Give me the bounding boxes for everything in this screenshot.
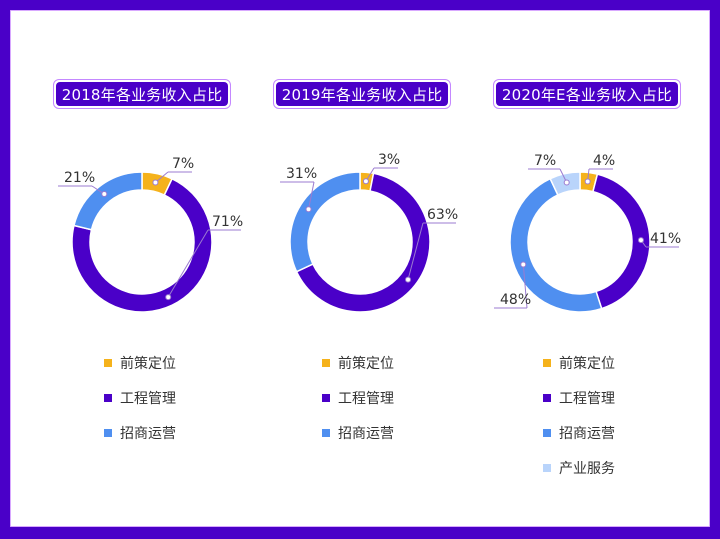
legend-label: 前策定位 — [559, 355, 615, 372]
label-anchor-dot — [362, 178, 369, 185]
data-label: 31% — [286, 166, 317, 182]
label-anchor-dot — [637, 237, 644, 244]
legend-swatch — [322, 428, 330, 437]
label-anchor-dot — [152, 179, 159, 186]
legend-item-qiance: 前策定位 — [543, 345, 615, 380]
donut-chart-2020 — [509, 171, 651, 313]
legend-item-zhaoshang: 招商运营 — [104, 415, 176, 450]
data-label: 48% — [500, 292, 531, 308]
label-anchor-dot — [165, 294, 172, 301]
legend-label: 前策定位 — [120, 355, 176, 372]
legend-item-gongcheng: 工程管理 — [104, 380, 176, 415]
chart-title-2018: 2018年各业务收入占比 — [53, 79, 231, 109]
legend-swatch — [104, 358, 112, 367]
legend-swatch — [543, 358, 551, 367]
label-leader-line — [308, 181, 315, 210]
legend-2018: 前策定位 工程管理 招商运营 — [104, 345, 176, 450]
legend-label: 前策定位 — [338, 355, 394, 372]
chart-title-2020: 2020年E各业务收入占比 — [493, 79, 681, 109]
legend-label: 招商运营 — [559, 425, 615, 442]
donut-slice — [289, 171, 361, 273]
legend-2020: 前策定位 工程管理 招商运营 产业服务 — [543, 345, 615, 485]
legend-item-qiance: 前策定位 — [322, 345, 394, 380]
label-anchor-dot — [584, 178, 591, 185]
legend-item-chanye: 产业服务 — [543, 450, 615, 485]
donut-chart-2019 — [289, 171, 431, 313]
legend-swatch — [543, 428, 551, 437]
legend-label: 招商运营 — [120, 425, 176, 442]
donut-slice — [295, 172, 431, 313]
label-leader-line — [407, 222, 424, 280]
legend-swatch — [104, 393, 112, 402]
legend-swatch — [322, 358, 330, 367]
chart-title-2019: 2019年各业务收入占比 — [273, 79, 451, 109]
label-anchor-dot — [563, 179, 570, 186]
data-label: 7% — [534, 153, 556, 169]
label-anchor-dot — [405, 276, 412, 283]
data-label: 71% — [212, 214, 243, 230]
chart-title-2019-text: 2019年各业务收入占比 — [276, 82, 448, 106]
legend-label: 工程管理 — [338, 390, 394, 407]
legend-label: 工程管理 — [120, 390, 176, 407]
data-label: 21% — [64, 170, 95, 186]
chart-title-2018-text: 2018年各业务收入占比 — [56, 82, 228, 106]
legend-item-gongcheng: 工程管理 — [543, 380, 615, 415]
legend-item-gongcheng: 工程管理 — [322, 380, 394, 415]
legend-swatch — [543, 463, 551, 472]
legend-label: 招商运营 — [338, 425, 394, 442]
legend-item-zhaoshang: 招商运营 — [322, 415, 394, 450]
data-label: 4% — [593, 153, 615, 169]
label-anchor-dot — [520, 261, 527, 268]
data-label: 41% — [650, 231, 681, 247]
label-anchor-dot — [305, 206, 312, 213]
donut-slice — [71, 177, 213, 313]
label-leader-line — [167, 229, 209, 298]
data-label: 63% — [427, 207, 458, 223]
legend-item-qiance: 前策定位 — [104, 345, 176, 380]
label-anchor-dot — [101, 191, 108, 198]
legend-label: 工程管理 — [559, 390, 615, 407]
legend-label: 产业服务 — [559, 460, 615, 477]
donut-chart-2018 — [71, 171, 213, 313]
label-leader-line — [522, 264, 528, 309]
legend-item-zhaoshang: 招商运营 — [543, 415, 615, 450]
data-label: 7% — [172, 156, 194, 172]
legend-swatch — [104, 428, 112, 437]
data-label: 3% — [378, 152, 400, 168]
chart-title-2020-text: 2020年E各业务收入占比 — [496, 82, 678, 106]
donut-slice — [73, 171, 143, 231]
donut-data-labels: 7% 71% 21% 3% 63% 31% 4% 41% 48% 7% — [58, 152, 681, 309]
legend-swatch — [322, 393, 330, 402]
legend-swatch — [543, 393, 551, 402]
legend-2019: 前策定位 工程管理 招商运营 — [322, 345, 394, 450]
